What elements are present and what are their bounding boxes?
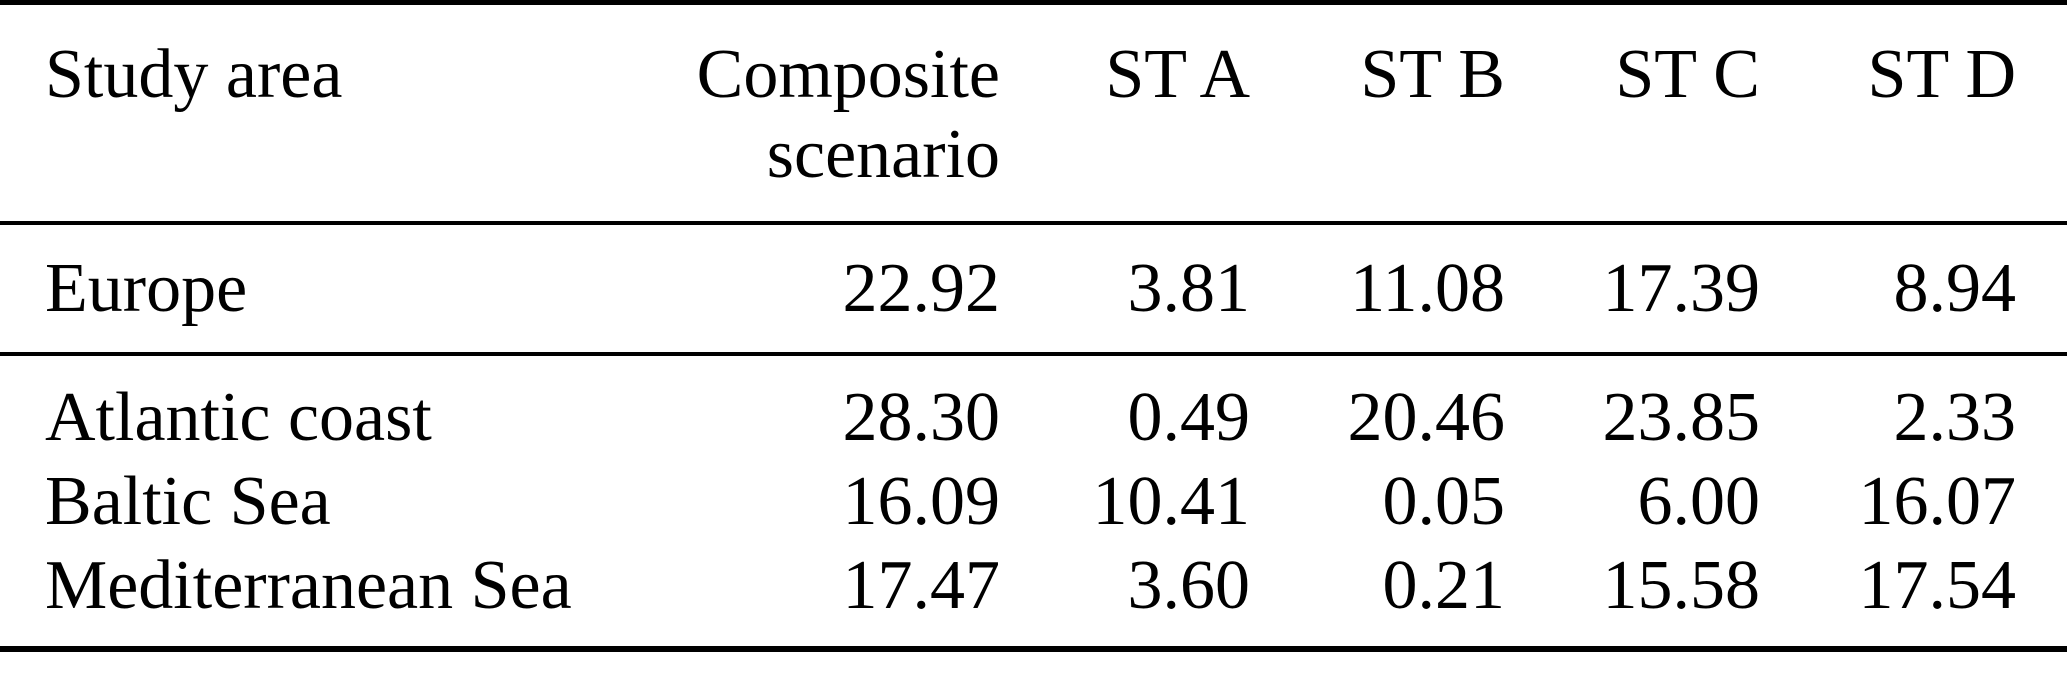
cell-st-c: 15.58	[1602, 547, 1761, 624]
composite-header-line1: Composite	[696, 36, 1000, 113]
table-header: Study area Composite scenario ST A ST B …	[0, 3, 2067, 224]
cell-st-d: 16.07	[1858, 463, 2017, 540]
table-row-mediterranean-sea: Mediterranean Sea 17.47 3.60 0.21 15.58 …	[0, 546, 2067, 649]
column-header-composite-scenario: Composite scenario	[645, 3, 1000, 224]
header-row: Study area Composite scenario ST A ST B …	[0, 3, 2067, 224]
cell-composite: 22.92	[842, 249, 1001, 327]
cell-st-d: 2.33	[1893, 379, 2017, 456]
column-header-study-area: Study area	[45, 36, 343, 113]
table-row-europe: Europe 22.92 3.81 11.08 17.39 8.94	[0, 223, 2067, 354]
study-area-scenario-table: Study area Composite scenario ST A ST B …	[0, 0, 2067, 652]
cell-st-a: 10.41	[1092, 463, 1251, 540]
cell-st-d: 17.54	[1858, 547, 2017, 624]
table-row-atlantic-coast: Atlantic coast 28.30 0.49 20.46 23.85 2.…	[0, 354, 2067, 458]
composite-header-line2: scenario	[766, 116, 1000, 193]
row-label: Baltic Sea	[45, 463, 331, 540]
cell-composite: 28.30	[842, 379, 1001, 456]
column-header-st-b: ST B	[1360, 36, 1505, 113]
cell-st-b: 0.05	[1382, 463, 1506, 540]
column-header-st-a: ST A	[1105, 36, 1250, 113]
row-label: Europe	[45, 249, 248, 327]
cell-st-b: 20.46	[1347, 379, 1506, 456]
table-row-baltic-sea: Baltic Sea 16.09 10.41 0.05 6.00 16.07	[0, 458, 2067, 546]
cell-st-c: 17.39	[1602, 249, 1761, 327]
regional-seas-section: Atlantic coast 28.30 0.49 20.46 23.85 2.…	[0, 354, 2067, 649]
cell-st-c: 23.85	[1602, 379, 1761, 456]
cell-st-b: 0.21	[1382, 547, 1506, 624]
row-label: Atlantic coast	[45, 379, 432, 456]
cell-st-d: 8.94	[1893, 249, 2017, 327]
column-header-st-d: ST D	[1867, 36, 2016, 113]
europe-section: Europe 22.92 3.81 11.08 17.39 8.94	[0, 223, 2067, 354]
cell-st-b: 11.08	[1350, 249, 1505, 327]
cell-st-a: 3.81	[1127, 249, 1251, 327]
cell-composite: 17.47	[842, 547, 1001, 624]
column-header-st-c: ST C	[1615, 36, 1760, 113]
cell-st-c: 6.00	[1637, 463, 1761, 540]
cell-st-a: 0.49	[1127, 379, 1251, 456]
cell-st-a: 3.60	[1127, 547, 1251, 624]
row-label: Mediterranean Sea	[45, 547, 572, 624]
cell-composite: 16.09	[842, 463, 1001, 540]
